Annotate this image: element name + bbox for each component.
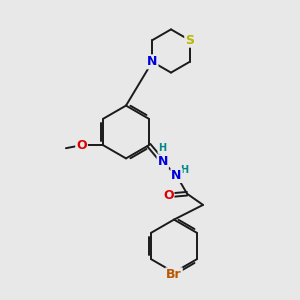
Text: H: H <box>180 165 188 175</box>
Text: N: N <box>158 155 168 168</box>
Text: N: N <box>147 55 158 68</box>
Text: O: O <box>76 139 87 152</box>
Text: S: S <box>185 34 194 47</box>
Text: N: N <box>171 169 182 182</box>
Text: O: O <box>163 189 173 202</box>
Text: Br: Br <box>166 268 182 281</box>
Text: H: H <box>158 143 166 153</box>
